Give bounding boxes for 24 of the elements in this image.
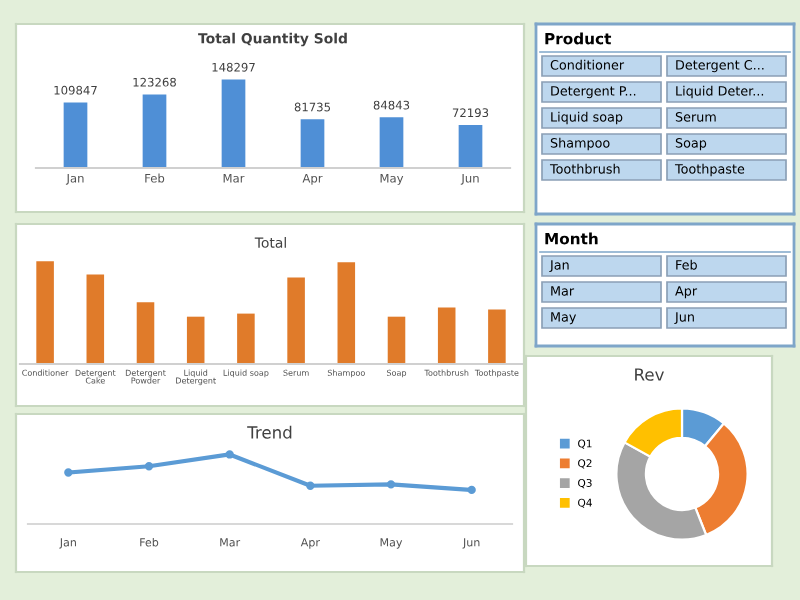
- bar: [142, 94, 167, 168]
- bar: [387, 316, 406, 364]
- bar: [379, 117, 404, 168]
- point: [386, 480, 396, 489]
- point: [467, 485, 476, 495]
- bar: [437, 307, 456, 364]
- bar: [337, 262, 356, 364]
- bar: [186, 316, 205, 364]
- bar: [458, 124, 483, 168]
- bar: [287, 277, 305, 364]
- bar: [221, 79, 246, 168]
- bar: [300, 119, 325, 168]
- bar: [63, 102, 88, 168]
- bar: [86, 274, 105, 364]
- bar: [488, 309, 506, 364]
- point: [64, 468, 73, 477]
- chart-title: Rev: [635, 368, 664, 381]
- chart-title: Trend: [247, 425, 292, 439]
- bar: [36, 261, 54, 364]
- bar: [136, 302, 155, 364]
- point: [144, 462, 154, 471]
- point: [225, 450, 234, 459]
- point: [306, 481, 315, 490]
- bar: [237, 313, 255, 364]
